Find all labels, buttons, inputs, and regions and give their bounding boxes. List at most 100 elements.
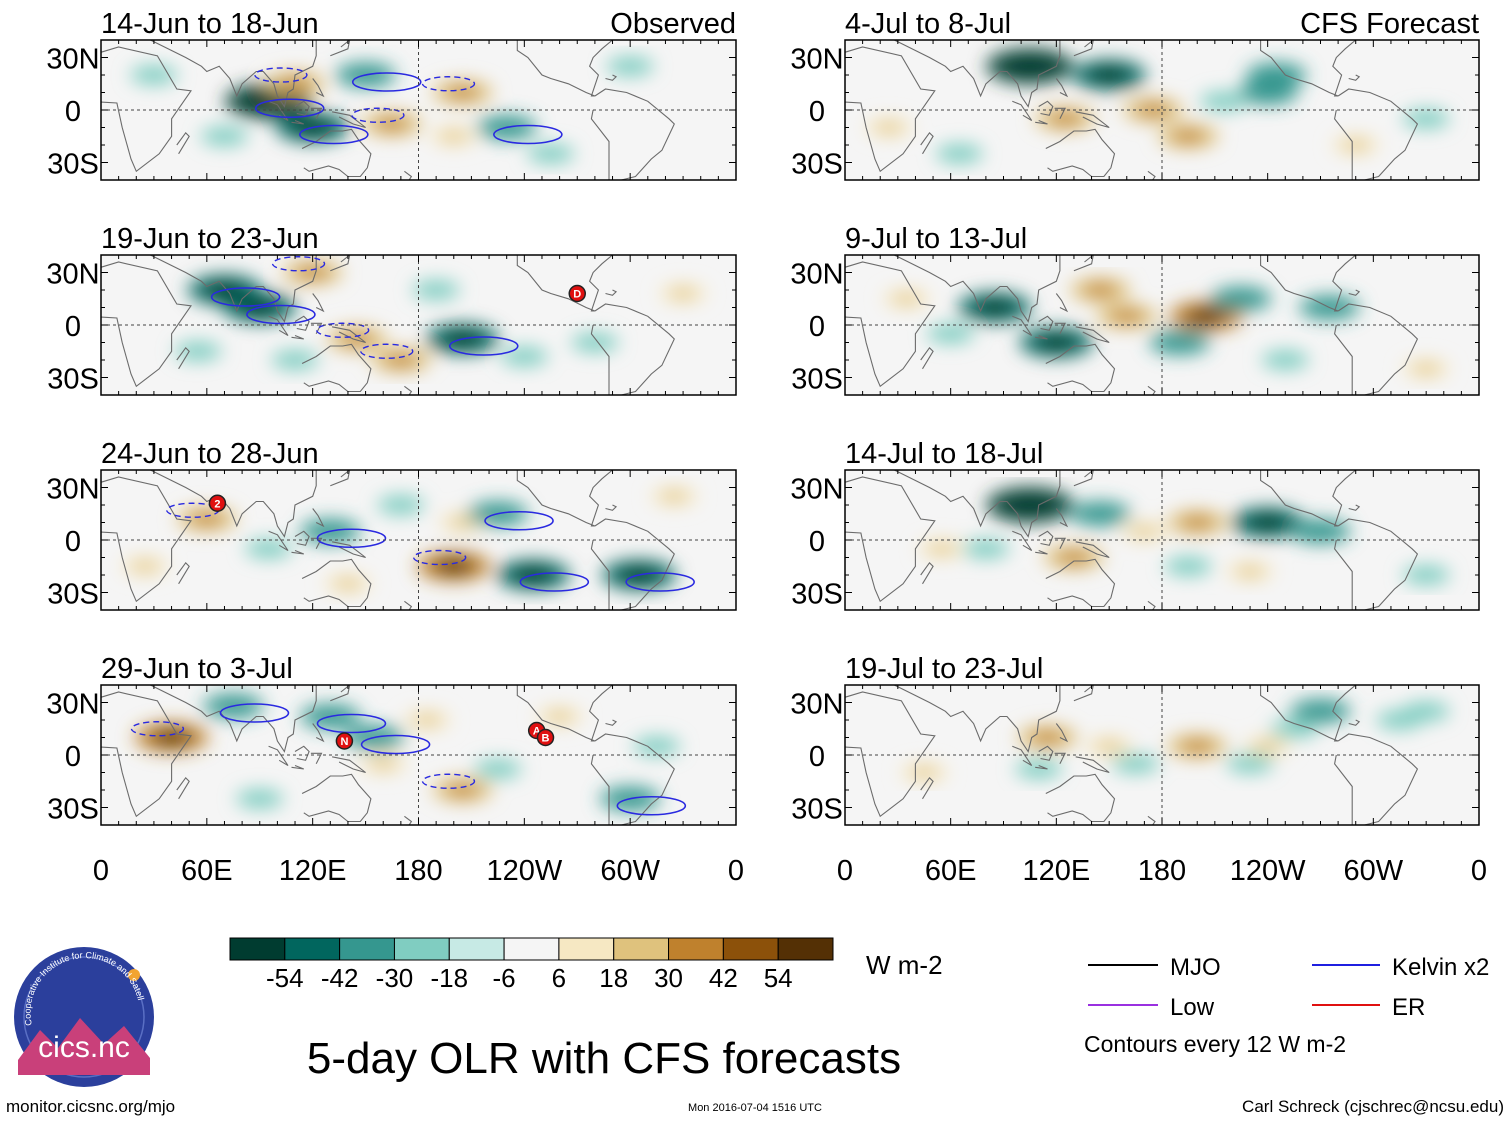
- coastline: [1055, 508, 1069, 528]
- kelvin-contour: [210, 287, 281, 307]
- olr-anomaly-core: [1162, 335, 1197, 350]
- coastline: [1012, 530, 1033, 551]
- coastlines: [101, 255, 675, 395]
- coastline: [312, 723, 325, 743]
- lat-tick-label: 30S: [791, 364, 843, 396]
- coastline: [294, 315, 310, 331]
- lon-tick-label: 60W: [600, 855, 660, 887]
- olr-anomaly-core: [1224, 291, 1259, 306]
- coastlines: [101, 40, 675, 180]
- kelvin-contour: [625, 572, 695, 592]
- olr-anomaly-core: [617, 60, 644, 72]
- coastline: [1038, 530, 1054, 546]
- olr-anomaly-core: [339, 332, 374, 346]
- coastline: [845, 476, 936, 603]
- coastline: [176, 346, 190, 370]
- coastline: [1045, 343, 1116, 393]
- lon-tick-label: 60E: [925, 855, 977, 887]
- coastline: [268, 315, 289, 336]
- kelvin-contour: [519, 572, 590, 592]
- olr-anomaly-core: [190, 512, 224, 526]
- lat-tick-label: 30N: [46, 44, 99, 76]
- coastline: [176, 131, 190, 155]
- coastline: [1054, 107, 1066, 120]
- tc-marker[interactable]: N: [335, 732, 354, 750]
- lon-tick-label: 120E: [1022, 855, 1090, 887]
- coastline: [1260, 685, 1357, 742]
- olr-anomaly-core: [151, 729, 192, 746]
- coastline: [920, 776, 934, 800]
- coastline: [1075, 541, 1110, 559]
- coastlines: [101, 685, 687, 825]
- colorbar-swatch: [284, 937, 341, 961]
- coastline: [1054, 322, 1066, 335]
- olr-anomaly-core: [1210, 95, 1237, 107]
- lat-tick-label: 0: [65, 96, 81, 128]
- legend-note: Contours every 12 W m-2: [1084, 1031, 1346, 1057]
- coastline: [1054, 537, 1066, 550]
- coastline: [301, 558, 372, 608]
- coastline: [845, 261, 936, 388]
- coastlines: [845, 685, 1419, 825]
- lat-tick-label: 30S: [47, 149, 99, 181]
- coastline: [101, 46, 192, 173]
- lon-tick-label: 0: [1471, 855, 1487, 887]
- lat-tick-label: 0: [65, 526, 81, 558]
- tc-marker[interactable]: D: [568, 284, 586, 303]
- coastline: [404, 815, 413, 825]
- figure-title: 5-day OLR with CFS forecasts: [307, 1034, 901, 1083]
- author-credit: Carl Schreck (cjschrec@ncsu.edu): [1242, 1097, 1504, 1116]
- olr-anomaly-core: [1025, 763, 1052, 775]
- coastline: [1075, 326, 1110, 344]
- coastlines: [845, 40, 1419, 180]
- olr-anomaly-core: [511, 351, 538, 362]
- olr-anomaly-core: [211, 130, 238, 142]
- lat-tick-label: 30N: [46, 259, 99, 291]
- lat-tick-label: 30N: [790, 44, 843, 76]
- lat-tick-label: 30N: [46, 474, 99, 506]
- tc-marker[interactable]: B: [536, 728, 555, 747]
- coastline: [404, 385, 413, 395]
- colorbar-swatch: [339, 937, 395, 961]
- tc-marker[interactable]: 2: [208, 494, 227, 512]
- coastline: [1045, 558, 1116, 608]
- coastline: [1260, 470, 1357, 527]
- kelvin-contour-dashed: [412, 549, 467, 566]
- kelvin-contour-dashed: [254, 67, 308, 83]
- coastline: [1038, 100, 1054, 116]
- olr-anomaly-core: [1180, 515, 1214, 530]
- lon-tick-label: 0: [837, 855, 853, 887]
- colorbar-tick-label: -30: [376, 963, 414, 993]
- olr-anomaly-core: [669, 288, 697, 299]
- coastline: [404, 170, 413, 180]
- coastline: [845, 40, 1061, 108]
- panel-date-label: 14-Jun to 18-Jun: [101, 8, 319, 40]
- lat-tick-label: 0: [809, 311, 825, 343]
- map-panel: 30N 0 30S 4-Jul to 8-Jul CFS Forecast: [790, 8, 1480, 181]
- coastline: [845, 691, 936, 818]
- olr-anomaly-core: [1171, 129, 1206, 144]
- kelvin-contour-dashed: [421, 76, 476, 92]
- source-url[interactable]: monitor.cicsnc.org/mjo: [6, 1097, 175, 1116]
- coastline: [1073, 470, 1094, 487]
- lon-tick-label: 60W: [1344, 855, 1404, 887]
- kelvin-contour-dashed: [421, 773, 476, 789]
- legend-label-mjo: MJO: [1170, 954, 1221, 981]
- olr-anomaly-core: [1110, 309, 1144, 324]
- lat-tick-label: 30N: [790, 259, 843, 291]
- column-header: CFS Forecast: [1300, 8, 1479, 40]
- olr-anomaly-core: [1386, 714, 1413, 726]
- coastline: [310, 322, 323, 335]
- colorbar-swatch: [503, 937, 560, 961]
- olr-anomaly-field: [917, 487, 1451, 585]
- coastline: [1035, 334, 1048, 340]
- colorbar-swatch: [558, 937, 615, 961]
- logo-text: cics.nc: [38, 1031, 130, 1064]
- kelvin-contour: [246, 304, 316, 325]
- coastline: [1012, 100, 1033, 121]
- olr-anomaly-core: [1413, 569, 1440, 581]
- colorbar-units: W m-2: [866, 950, 943, 980]
- coastline: [920, 561, 934, 585]
- colorbar-tick-label: -54: [266, 963, 304, 993]
- coastline: [101, 261, 192, 388]
